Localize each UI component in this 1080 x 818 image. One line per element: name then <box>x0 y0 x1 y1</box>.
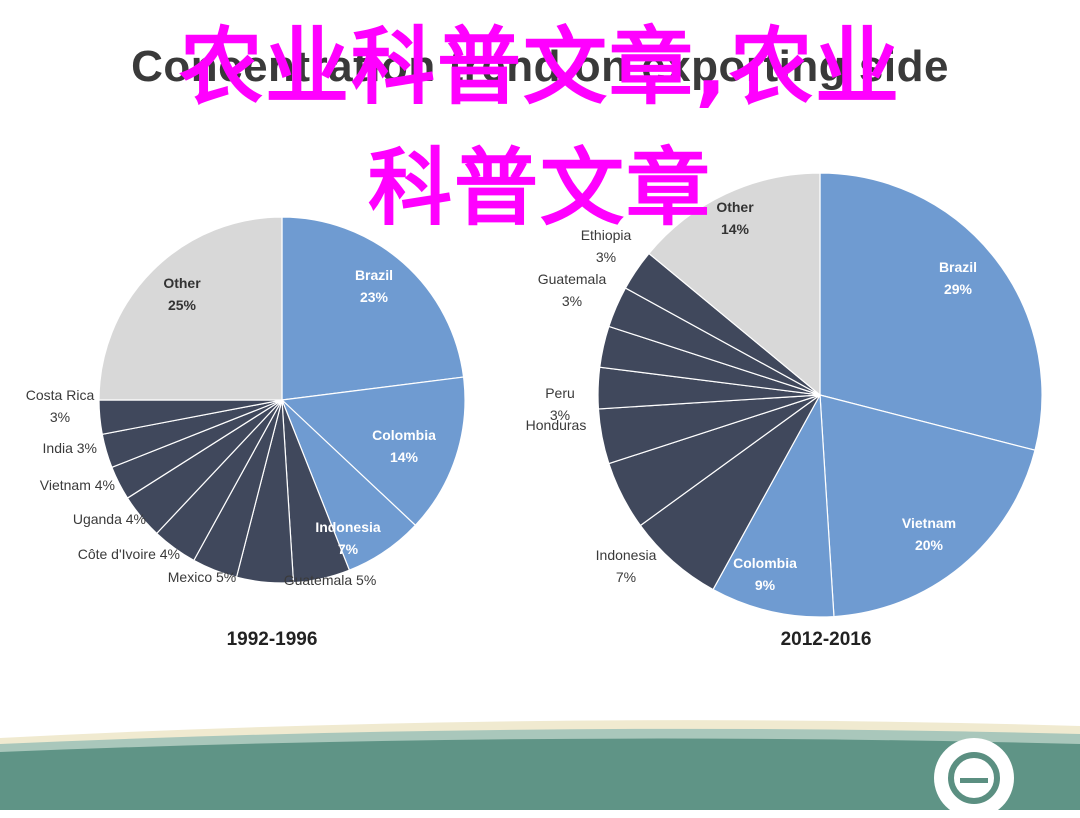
slice-label-indonesia: Indonesia <box>596 547 657 563</box>
slice-value-peru: 3% <box>550 407 570 423</box>
logo-bar <box>960 778 988 783</box>
slice-value-brazil: 29% <box>944 281 973 297</box>
pie-chart-2: Brazil 29% Vietnam 20% Colombia 9% Other 14% Ind… <box>526 172 1043 650</box>
slice-label-colombia: Colombia <box>372 427 436 443</box>
slice-label-honduras: Honduras <box>526 417 587 433</box>
slice-value-colombia: 9% <box>755 577 776 593</box>
pie-slice-colombia <box>280 376 466 527</box>
slice-label-indonesia: Indonesia <box>315 519 381 535</box>
slice-value-other: 25% <box>168 297 197 313</box>
slice-label-peru: Peru <box>545 385 575 401</box>
slice-label-other: Other <box>163 275 201 291</box>
logo-ring <box>948 752 1000 804</box>
slice-label-india: India 3% <box>43 440 97 456</box>
slice-value-vietnam: 20% <box>915 537 944 553</box>
slice-label-ethiopia: Ethiopia <box>581 227 632 243</box>
brand-logo <box>934 738 1014 818</box>
slice-label-guatemala: Guatemala <box>538 271 607 287</box>
slice-value-brazil: 23% <box>360 289 389 305</box>
slice-value-guatemala: 3% <box>562 293 582 309</box>
footer-band <box>0 720 1080 810</box>
slice-label-other: Other <box>716 199 754 215</box>
pie-slice-brazil <box>819 172 1043 451</box>
pie-title-2: 2012-2016 <box>781 629 872 650</box>
slice-value-indonesia: 7% <box>338 541 359 557</box>
slice-value-other: 14% <box>721 221 750 237</box>
slice-label-brazil: Brazil <box>939 259 977 275</box>
pie-chart-1: Brazil 23% Colombia 14% Indonesia 7% Other 25% G… <box>26 216 466 650</box>
slice-label-guatemala: Guatemala 5% <box>284 572 377 588</box>
pie-slice-other <box>98 216 283 401</box>
pie-slice-colombia <box>712 392 835 618</box>
slice-value-costa-rica: 3% <box>50 409 70 425</box>
slice-label-vietnam: Vietnam <box>902 515 956 531</box>
slice-label-brazil: Brazil <box>355 267 393 283</box>
slice-value-indonesia: 7% <box>616 569 636 585</box>
pie-slice-other <box>648 172 821 397</box>
slice-label-mexico: Mexico 5% <box>168 569 236 585</box>
slice-value-ethiopia: 3% <box>596 249 616 265</box>
pie-slice-brazil <box>281 216 465 401</box>
slice-label-uganda: Uganda 4% <box>73 511 146 527</box>
pie-slice-vietnam <box>819 394 1036 618</box>
slice-label-colombia: Colombia <box>733 555 797 571</box>
slice-value-colombia: 14% <box>390 449 419 465</box>
slice-label-costa-rica: Costa Rica <box>26 387 95 403</box>
pie-title-1: 1992-1996 <box>227 629 318 650</box>
slice-label-c-te-d-ivoire: Côte d'Ivoire 4% <box>78 546 180 562</box>
slice-label-vietnam: Vietnam 4% <box>40 477 115 493</box>
slide-title: Concentration trend on exporting side <box>131 42 949 91</box>
